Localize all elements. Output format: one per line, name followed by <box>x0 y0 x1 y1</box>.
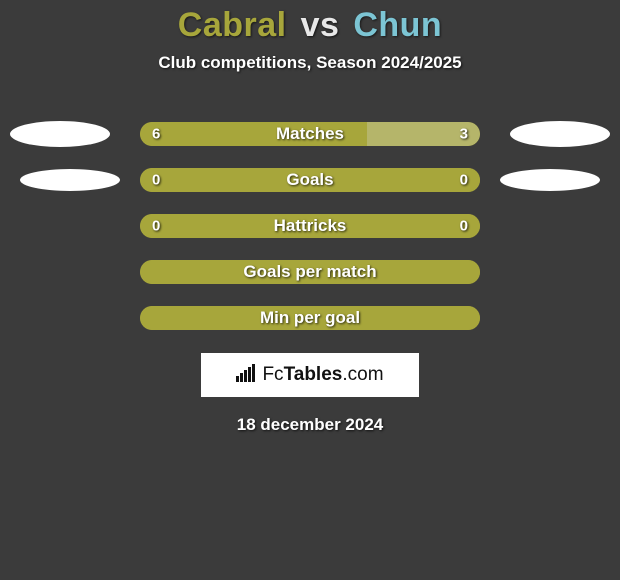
stat-bar <box>140 214 480 238</box>
stats-rows: Matches63Goals00Hattricks00Goals per mat… <box>0 111 620 341</box>
vs-label: vs <box>301 6 340 44</box>
stat-bar-fill-left <box>140 122 367 146</box>
logo-suffix: .com <box>342 364 383 385</box>
chart-bars-icon <box>236 364 258 387</box>
stat-bar <box>140 168 480 192</box>
stat-value-right: 0 <box>460 218 468 235</box>
stat-bar-fill-left <box>140 214 480 238</box>
stat-value-left: 0 <box>152 218 160 235</box>
stat-row: Goals per match <box>0 249 620 295</box>
decor-ellipse-right <box>510 121 610 147</box>
infographic-container: Cabral vs Chun Club competitions, Season… <box>0 0 620 435</box>
decor-ellipse-right <box>500 169 600 191</box>
stat-value-left: 6 <box>152 126 160 143</box>
player1-name: Cabral <box>178 6 287 44</box>
stat-bar <box>140 122 480 146</box>
stat-bar-fill-left <box>140 260 480 284</box>
subtitle: Club competitions, Season 2024/2025 <box>0 53 620 73</box>
logo-bold: Tables <box>284 364 343 385</box>
stat-bar <box>140 306 480 330</box>
stat-row: Min per goal <box>0 295 620 341</box>
page-title: Cabral vs Chun <box>0 6 620 45</box>
decor-ellipse-left <box>10 121 110 147</box>
stat-row: Goals00 <box>0 157 620 203</box>
stat-bar-fill-left <box>140 168 480 192</box>
stat-row: Hattricks00 <box>0 203 620 249</box>
player2-name: Chun <box>353 6 442 44</box>
stat-bar-fill-left <box>140 306 480 330</box>
logo-box: FcTables.com <box>201 353 419 397</box>
stat-row: Matches63 <box>0 111 620 157</box>
stat-value-right: 3 <box>460 126 468 143</box>
decor-ellipse-left <box>20 169 120 191</box>
stat-value-right: 0 <box>460 172 468 189</box>
logo-text: FcTables.com <box>262 364 383 386</box>
date-text: 18 december 2024 <box>0 415 620 435</box>
stat-bar <box>140 260 480 284</box>
stat-value-left: 0 <box>152 172 160 189</box>
logo-prefix: Fc <box>262 364 283 385</box>
